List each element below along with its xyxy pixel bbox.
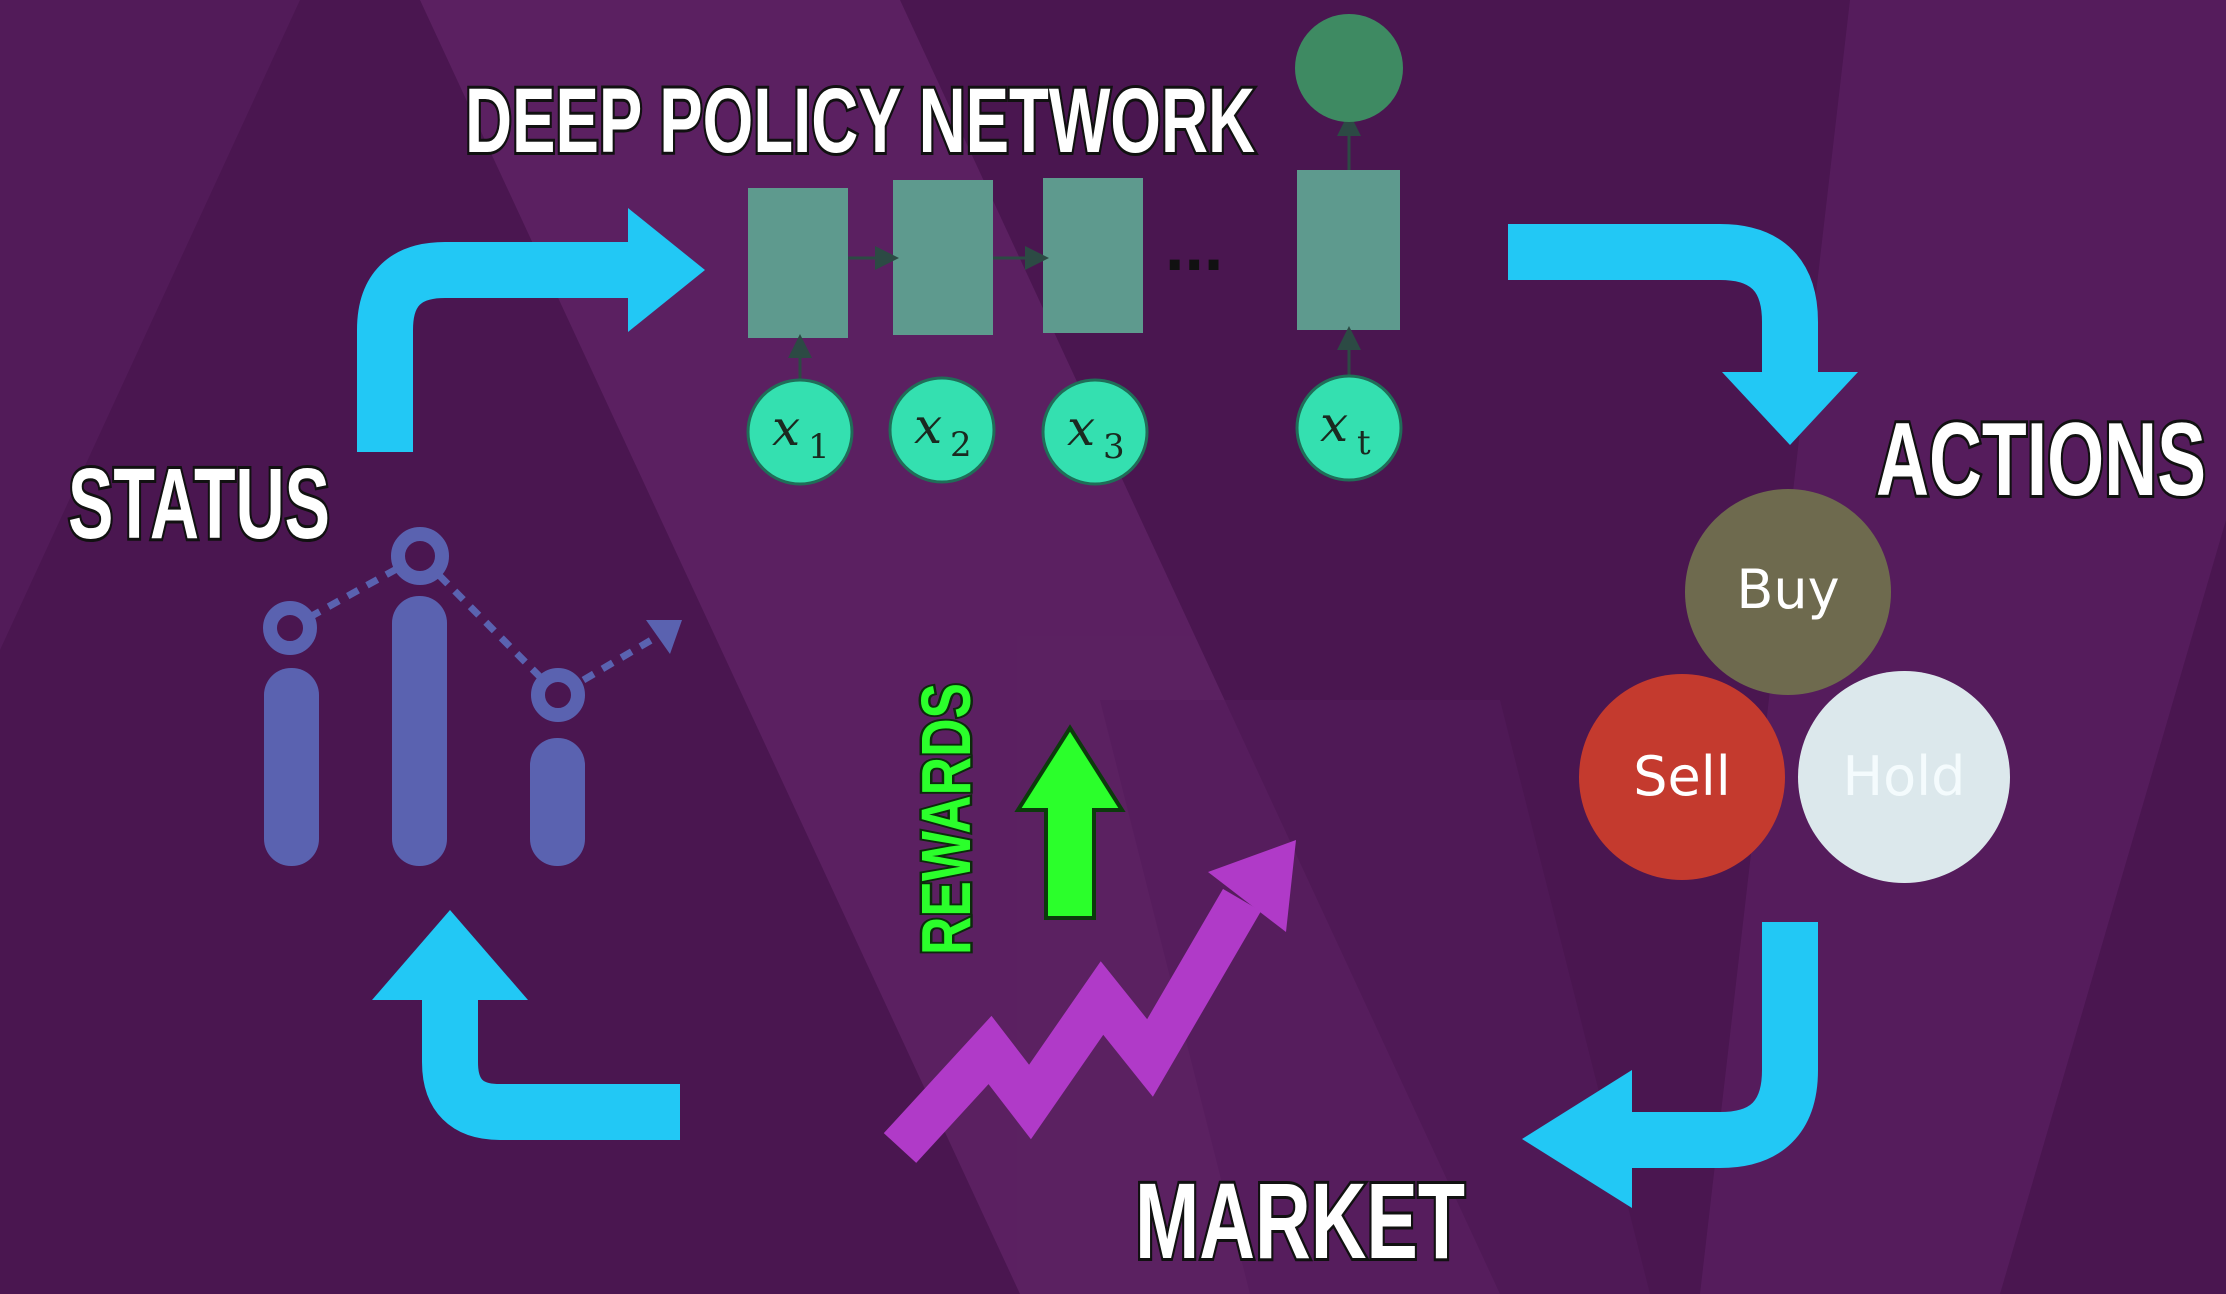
network-to-actions-arrow-icon: [1508, 224, 1858, 445]
sell-circle: [1579, 674, 1785, 880]
chart-point-3: [531, 668, 585, 722]
buy-label: Buy: [1736, 558, 1839, 621]
hold-label: Hold: [1843, 745, 1966, 808]
trend-up-arrow-icon: [883, 840, 1296, 1163]
sell-label: Sell: [1633, 745, 1731, 808]
network-cell-3: [1043, 178, 1143, 333]
status-to-network-arrow-icon: [357, 208, 705, 452]
input-node-t: x t: [1295, 374, 1403, 482]
actions-label: ACTIONS: [1876, 402, 2206, 518]
chart-point-2: [391, 527, 449, 585]
line-bar-chart-icon: [263, 527, 682, 866]
action-sell: Sell: [1579, 674, 1785, 880]
flow-arrows: [357, 208, 1858, 1208]
network-cell-2: [893, 180, 993, 335]
market-to-status-arrow-icon: [372, 910, 680, 1140]
input-node-t-base: x: [1320, 395, 1348, 453]
input-node-3-base: x: [1067, 399, 1095, 457]
action-buy: Buy: [1685, 489, 1891, 695]
chart-bar-2: [392, 596, 447, 866]
input-nodes: x 1 x 2 x 3 x t: [746, 374, 1403, 486]
action-options: Buy Sell Hold: [1579, 489, 2010, 883]
chart-trend-line: [288, 551, 667, 700]
hold-circle: [1798, 671, 2010, 883]
market-label: MARKET: [1135, 1160, 1465, 1281]
input-node-1-sub: 1: [808, 427, 830, 467]
actions-to-market-arrow-icon: [1522, 922, 1818, 1208]
output-node: [1295, 14, 1403, 122]
chart-point-1: [263, 601, 317, 655]
input-node-1: x 1: [746, 378, 854, 486]
network-ellipsis: ...: [1165, 207, 1223, 285]
chart-bar-1: [264, 668, 319, 866]
rewards-label: REWARDS: [907, 683, 985, 955]
deep-policy-network-title: DEEP POLICY NETWORK: [465, 70, 1255, 172]
input-node-1-base: x: [772, 399, 800, 457]
buy-circle: [1685, 489, 1891, 695]
chart-bar-3: [530, 738, 585, 866]
input-node-t-sub: t: [1357, 423, 1371, 463]
action-hold: Hold: [1798, 671, 2010, 883]
up-arrow-icon: [1014, 724, 1126, 920]
input-node-3-sub: 3: [1103, 427, 1125, 467]
input-node-2-base: x: [914, 397, 942, 455]
chart-trend-arrowhead: [646, 620, 682, 654]
network-cell-1: [748, 188, 848, 338]
input-node-2-sub: 2: [950, 425, 972, 465]
input-node-2: x 2: [888, 376, 996, 484]
network-cell-t: [1297, 170, 1400, 330]
policy-network: ...: [748, 14, 1403, 380]
status-label: STATUS: [68, 448, 330, 560]
input-node-3: x 3: [1041, 378, 1149, 486]
